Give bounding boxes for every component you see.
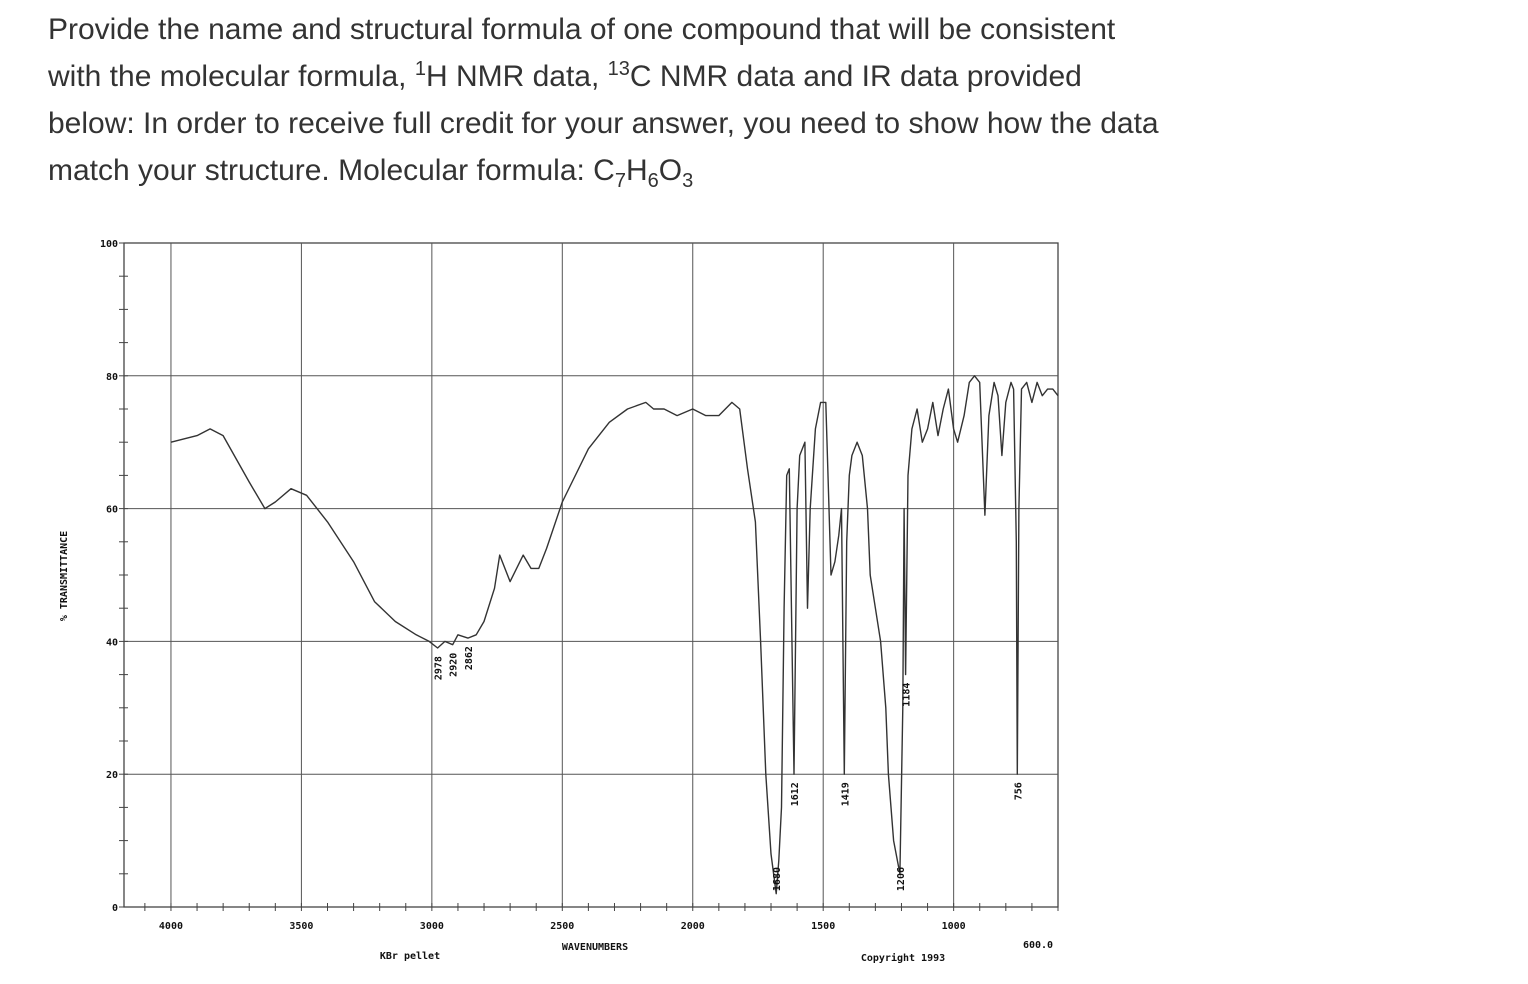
peak-label: 2920	[449, 653, 460, 677]
question-line-2c: C NMR data and IR data provided	[629, 60, 1082, 93]
x-tick-label: 4000	[159, 921, 183, 932]
subscript-7: 7	[614, 170, 626, 192]
peak-label: 1206	[896, 867, 907, 891]
subscript-6: 6	[647, 170, 659, 192]
plot-frame	[123, 242, 1059, 908]
x-tick-label: 3000	[420, 921, 444, 932]
spectrum-line	[170, 375, 1059, 895]
axis-labels: 4000 3500 3000 2500 2000 1500 1000 0 20 40 60 80 100	[100, 239, 966, 932]
peak-label: 2978	[434, 656, 445, 680]
chart-grid	[123, 242, 1059, 908]
question-line-2b: H NMR data,	[425, 60, 608, 93]
peak-label: 1612	[790, 782, 801, 806]
y-tick-label: 0	[112, 903, 118, 914]
footer-right-label: Copyright 1993	[861, 952, 945, 964]
y-tick-label: 40	[106, 637, 118, 648]
x-tick-label: 1500	[811, 921, 835, 932]
subscript-3: 3	[682, 170, 694, 192]
question-line-3: below: In order to receive full credit f…	[48, 107, 1159, 140]
peak-label: 1419	[840, 782, 851, 806]
x-axis-label: WAVENUMBERS	[562, 942, 628, 953]
question-line-4: match your structure. Molecular formula:…	[48, 154, 615, 187]
question-line-1: Provide the name and structural formula …	[48, 13, 1116, 46]
question-line-2a: with the molecular formula,	[48, 60, 415, 93]
y-tick-label: 80	[106, 372, 118, 383]
y-axis-label: % TRANSMITTANCE	[59, 531, 70, 621]
x-tick-label: 2000	[681, 921, 705, 932]
peak-label: 2862	[464, 646, 475, 670]
question-text: Provide the name and structural formula …	[48, 6, 1348, 194]
formula-h: H	[625, 154, 648, 187]
formula-o: O	[658, 154, 683, 187]
superscript-13: 13	[607, 58, 630, 80]
superscript-1: 1	[414, 58, 426, 80]
y-tick-label: 100	[100, 239, 118, 250]
y-tick-label: 20	[106, 770, 118, 781]
peak-label: 1680	[772, 867, 783, 891]
y-tick-label: 60	[106, 505, 118, 516]
x-tick-label: 2500	[550, 921, 574, 932]
x-tick-label: 3500	[289, 921, 313, 932]
peak-label: 1184	[902, 683, 913, 707]
footer-left-label: KBr pellet	[380, 951, 440, 962]
peak-label: 756	[1013, 782, 1024, 800]
peak-markers: 2978 2920 2862 1680 1612 1419 1206 1184 756	[434, 646, 1025, 891]
x-tick-label: 1000	[942, 921, 966, 932]
axis-ticks	[119, 242, 1059, 911]
end-x-label: 600.0	[1023, 940, 1053, 951]
